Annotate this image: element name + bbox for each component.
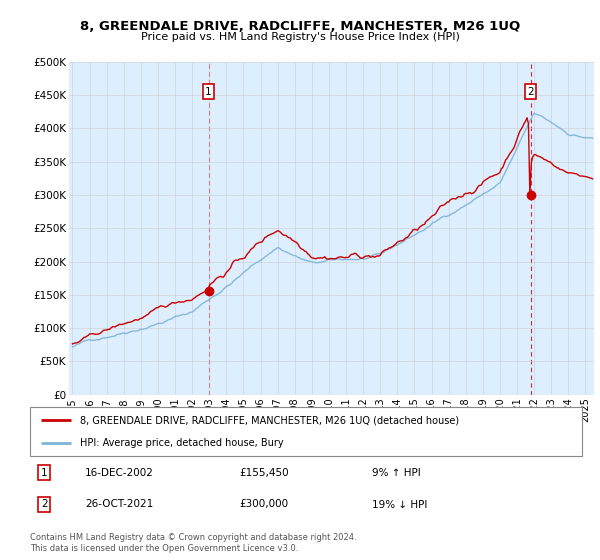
FancyBboxPatch shape — [30, 407, 582, 456]
Text: HPI: Average price, detached house, Bury: HPI: Average price, detached house, Bury — [80, 438, 283, 448]
Text: Price paid vs. HM Land Registry's House Price Index (HPI): Price paid vs. HM Land Registry's House … — [140, 32, 460, 42]
Text: 16-DEC-2002: 16-DEC-2002 — [85, 468, 154, 478]
Text: 1: 1 — [205, 87, 212, 96]
Text: 9% ↑ HPI: 9% ↑ HPI — [372, 468, 421, 478]
Text: 2: 2 — [41, 500, 47, 510]
Text: 2: 2 — [527, 87, 534, 96]
Text: £155,450: £155,450 — [240, 468, 289, 478]
Text: 1: 1 — [41, 468, 47, 478]
Text: 26-OCT-2021: 26-OCT-2021 — [85, 500, 154, 510]
Text: 8, GREENDALE DRIVE, RADCLIFFE, MANCHESTER, M26 1UQ: 8, GREENDALE DRIVE, RADCLIFFE, MANCHESTE… — [80, 20, 520, 32]
Text: 8, GREENDALE DRIVE, RADCLIFFE, MANCHESTER, M26 1UQ (detached house): 8, GREENDALE DRIVE, RADCLIFFE, MANCHESTE… — [80, 416, 459, 426]
Text: £300,000: £300,000 — [240, 500, 289, 510]
Text: Contains HM Land Registry data © Crown copyright and database right 2024.
This d: Contains HM Land Registry data © Crown c… — [30, 533, 356, 553]
Text: 19% ↓ HPI: 19% ↓ HPI — [372, 500, 428, 510]
